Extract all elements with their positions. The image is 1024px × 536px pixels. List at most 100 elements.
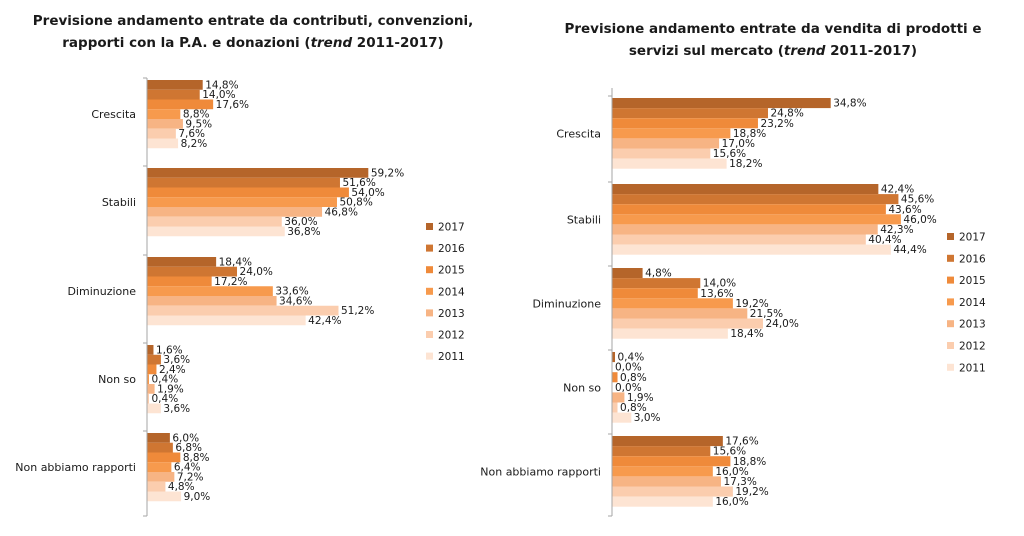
bar [147, 472, 175, 482]
bar-chart-0: Crescita14,8%14,0%17,6%8,8%9,5%7,6%8,2%S… [15, 77, 465, 517]
legend-swatch [947, 276, 954, 284]
legend-swatch [426, 266, 433, 274]
bar [612, 436, 723, 447]
category-label: Stabili [567, 213, 601, 226]
bar [612, 278, 701, 289]
category-label: Non so [98, 373, 136, 386]
bar [147, 384, 155, 394]
bar [147, 119, 183, 129]
bar [612, 184, 879, 195]
bar [612, 288, 698, 299]
legend: 2017 2016 2015 2014 2013 2012 2011 [947, 232, 986, 374]
legend-swatch [947, 363, 954, 371]
bar [147, 128, 176, 139]
bar [612, 328, 728, 339]
bar [612, 446, 711, 457]
data-label: 9,0% [184, 491, 211, 503]
bar [612, 412, 632, 423]
legend-swatch [947, 233, 954, 240]
data-label: 15,6% [713, 148, 746, 160]
data-label: 36,8% [287, 226, 320, 238]
legend-label: 2012 [438, 330, 465, 342]
data-label: 15,6% [713, 446, 746, 458]
bar [612, 352, 616, 363]
title-line-2: rapporti con la P.A. e donazioni ( [62, 35, 311, 51]
title-line-1: Previsione andamento entrate da contribu… [32, 13, 474, 29]
data-label: 8,8% [183, 109, 210, 121]
data-label: 40,4% [868, 234, 901, 246]
category-label: Stabili [102, 196, 136, 209]
legend-label: 2011 [438, 351, 465, 363]
bar [147, 138, 179, 149]
bar [612, 234, 866, 245]
data-label: 0,8% [620, 372, 647, 384]
category-label: Non abbiamo rapporti [15, 461, 136, 474]
bar [612, 108, 768, 119]
legend: 2017 2016 2015 2014 2013 2012 2011 [426, 222, 465, 363]
data-label: 0,4% [152, 374, 179, 386]
legend-swatch [947, 320, 954, 328]
data-label: 18,2% [729, 158, 762, 170]
data-label: 14,0% [703, 278, 736, 290]
data-label: 23,2% [760, 118, 793, 130]
data-label: 18,4% [730, 328, 763, 340]
data-label: 17,3% [723, 476, 756, 488]
data-label: 3,6% [163, 354, 190, 366]
title-line-1: Previsione andamento entrate da vendita … [564, 21, 982, 37]
title-italic: trend [310, 35, 353, 51]
bar [612, 214, 901, 225]
bar [147, 168, 369, 178]
bar [147, 374, 149, 384]
data-label: 16,0% [715, 496, 748, 508]
data-label: 1,9% [627, 392, 654, 404]
data-label: 2,4% [159, 364, 186, 376]
bar [612, 194, 899, 205]
bar [612, 392, 625, 403]
legend-label: 2013 [959, 319, 986, 331]
data-label: 3,0% [634, 412, 661, 424]
bar [147, 99, 214, 110]
legend-swatch [426, 331, 433, 338]
bar [612, 318, 763, 329]
data-label: 17,0% [722, 138, 755, 150]
bar [147, 276, 212, 287]
category-label: Non so [563, 381, 601, 394]
bar [147, 462, 172, 472]
data-label: 18,8% [733, 128, 766, 140]
data-label: 50,8% [339, 197, 372, 209]
bar [147, 403, 161, 414]
bar [612, 204, 886, 215]
bar [147, 226, 285, 237]
data-label: 59,2% [371, 167, 404, 179]
data-label: 19,2% [735, 486, 768, 498]
bar [147, 315, 306, 326]
bar [147, 109, 181, 119]
data-label: 1,6% [156, 344, 183, 356]
bar [612, 372, 618, 383]
data-label: 7,2% [177, 471, 204, 483]
legend-label: 2015 [438, 265, 465, 277]
bar [612, 148, 711, 159]
bar [612, 118, 758, 129]
data-label: 14,0% [202, 89, 235, 101]
legend-swatch [426, 309, 433, 317]
chart-title-contributi: Previsione andamento entrate da contribu… [10, 10, 496, 54]
data-label: 19,2% [735, 298, 768, 310]
bar [147, 364, 157, 375]
data-label: 44,4% [893, 244, 926, 256]
bar [612, 496, 713, 507]
legend-label: 2014 [438, 286, 465, 298]
bar [612, 402, 618, 413]
data-label: 34,6% [279, 295, 312, 307]
bar [612, 476, 721, 487]
category-label: Crescita [556, 127, 601, 140]
bar [147, 491, 182, 502]
bar [147, 187, 349, 198]
category-label: Non abbiamo rapporti [480, 465, 601, 478]
bar [147, 257, 217, 267]
legend-swatch [426, 244, 433, 252]
data-label: 45,6% [901, 194, 934, 206]
chart-title-vendita: Previsione andamento entrate da vendita … [530, 18, 1016, 62]
bar [147, 481, 166, 492]
data-label: 51,2% [341, 305, 374, 317]
